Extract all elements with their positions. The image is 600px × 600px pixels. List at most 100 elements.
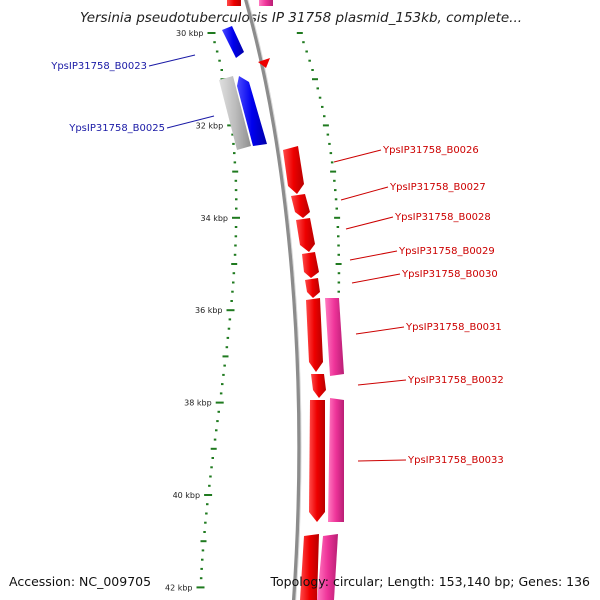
pseudo-feature[interactable] <box>219 76 251 150</box>
outer-ring-tick <box>337 235 340 238</box>
gene-label[interactable]: YpsIP31758_B0031 <box>405 322 502 333</box>
outer-ring-tick <box>329 152 333 155</box>
minor-tick <box>235 207 238 210</box>
minor-tick <box>232 281 235 284</box>
tick-label: 30 kbp <box>176 29 204 38</box>
minor-tick <box>217 410 220 413</box>
minor-tick <box>232 142 235 145</box>
minor-tick <box>232 272 236 275</box>
gene-leader-line <box>333 149 382 163</box>
feature-tracks <box>219 0 344 600</box>
minor-tick <box>233 161 237 164</box>
outer-ring-tick <box>322 124 329 127</box>
cds-forward-b0028[interactable] <box>296 218 315 252</box>
tick-label: 32 kbp <box>196 121 224 130</box>
cds-forward-partial[interactable] <box>227 0 241 6</box>
minor-tick <box>234 244 237 247</box>
minor-tick <box>203 531 206 533</box>
minor-tick <box>234 189 238 192</box>
gene-label[interactable]: YpsIP31758_B0033 <box>407 455 504 466</box>
minor-tick <box>200 540 207 543</box>
outer-ring-tick <box>296 32 303 34</box>
minor-tick <box>222 355 229 358</box>
minor-tick <box>218 59 221 62</box>
gene-labels: YpsIP31758_B0023 YpsIP31758_B0025 YpsIP317… <box>50 54 504 466</box>
minor-tick <box>233 152 236 155</box>
outer-ring-tick <box>302 41 305 44</box>
minor-tick <box>223 364 226 367</box>
minor-tick <box>199 577 203 580</box>
gene-label[interactable]: YpsIP31758_B0027 <box>389 182 486 193</box>
outer-ring-tick <box>305 50 308 53</box>
minor-tick <box>231 133 234 136</box>
minor-tick <box>226 336 230 339</box>
minor-tick <box>204 521 207 524</box>
cds-forward-bottom[interactable] <box>300 534 319 600</box>
cds-forward-b0032[interactable] <box>311 374 326 398</box>
gene-label[interactable]: YpsIP31758_B0028 <box>394 212 491 223</box>
map-title: Yersinia pseudotuberculosis IP 31758 pla… <box>80 10 522 26</box>
minor-tick <box>233 253 237 256</box>
minor-tick <box>231 263 238 265</box>
tick-label: 38 kbp <box>184 399 212 408</box>
minor-tick <box>213 41 216 44</box>
cds-forward-b0031[interactable] <box>306 298 323 372</box>
cds-reverse-b0023[interactable] <box>222 26 244 58</box>
minor-tick <box>215 429 218 432</box>
pink-feature-2[interactable] <box>328 398 344 522</box>
gene-label[interactable]: YpsIP31758_B0023 <box>50 61 147 72</box>
minor-tick <box>205 512 208 515</box>
outer-ring-tick <box>330 170 337 173</box>
outer-ring-tick <box>318 96 322 99</box>
tick-label: 34 kbp <box>200 214 228 223</box>
outer-ring-tick <box>330 161 334 164</box>
gene-leader-line <box>355 326 405 335</box>
minor-tick <box>201 549 205 552</box>
minor-tick <box>210 466 213 469</box>
genome-backbone <box>244 0 301 600</box>
outer-ring-tick <box>334 189 337 192</box>
cds-forward-b0033[interactable] <box>309 400 325 522</box>
gene-label[interactable]: YpsIP31758_B0025 <box>68 123 165 134</box>
major-tick <box>232 216 240 219</box>
gene-label[interactable]: YpsIP31758_B0030 <box>401 269 498 280</box>
outer-ring-tick <box>337 253 340 256</box>
outer-ring-tick <box>335 263 342 265</box>
gene-label[interactable]: YpsIP31758_B0026 <box>382 145 479 156</box>
major-tick <box>196 586 205 589</box>
outer-ring-tick <box>323 115 326 118</box>
gene-leader-line <box>340 186 389 201</box>
major-tick <box>226 309 235 312</box>
outer-ring-tick <box>337 272 341 275</box>
cds-pink-partial[interactable] <box>259 0 273 6</box>
minor-tick <box>235 198 238 201</box>
outer-ring-tick <box>336 226 340 228</box>
gene-leader-line <box>148 54 196 67</box>
tick-label: 40 kbp <box>173 491 201 500</box>
major-tick <box>207 32 216 34</box>
outer-ring-tick <box>337 281 341 284</box>
pink-feature-1[interactable] <box>325 298 344 376</box>
tick-label: 36 kbp <box>195 306 223 315</box>
gene-label[interactable]: YpsIP31758_B0032 <box>407 375 504 386</box>
gene-leader-line <box>351 273 401 284</box>
outer-ring-tick <box>312 78 318 81</box>
outer-ring-tick <box>311 69 314 71</box>
outer-ring-tick <box>308 59 311 62</box>
cds-reverse-b0025[interactable] <box>237 76 267 146</box>
cds-forward-b0026[interactable] <box>283 146 304 194</box>
cds-forward-b0027[interactable] <box>291 194 310 218</box>
outer-ring-tick <box>335 207 338 210</box>
minor-tick <box>234 179 238 182</box>
cds-forward-b0029[interactable] <box>302 252 319 278</box>
cds-forward-b0030[interactable] <box>305 278 320 298</box>
minor-tick <box>201 558 204 561</box>
minor-tick <box>206 503 209 506</box>
minor-tick <box>211 457 214 459</box>
minor-tick <box>231 290 234 293</box>
gene-label[interactable]: YpsIP31758_B0029 <box>398 246 495 257</box>
pink-feature-3[interactable] <box>317 534 338 600</box>
outer-ring-tick <box>337 290 340 293</box>
minor-tick <box>222 373 225 376</box>
